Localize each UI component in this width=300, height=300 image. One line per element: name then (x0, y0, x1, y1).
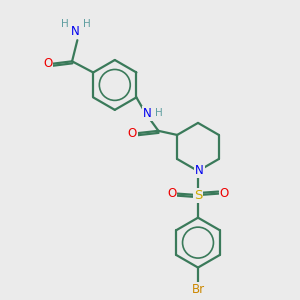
Text: O: O (167, 187, 176, 200)
Text: O: O (220, 187, 229, 200)
Text: S: S (194, 189, 202, 202)
Text: O: O (128, 127, 136, 140)
Text: O: O (43, 57, 52, 70)
Text: N: N (195, 164, 204, 177)
Text: H: H (61, 19, 69, 29)
Text: N: N (70, 26, 80, 38)
Text: H: H (154, 108, 162, 118)
Text: Br: Br (191, 283, 205, 296)
Text: H: H (83, 19, 91, 29)
Text: N: N (143, 107, 152, 120)
